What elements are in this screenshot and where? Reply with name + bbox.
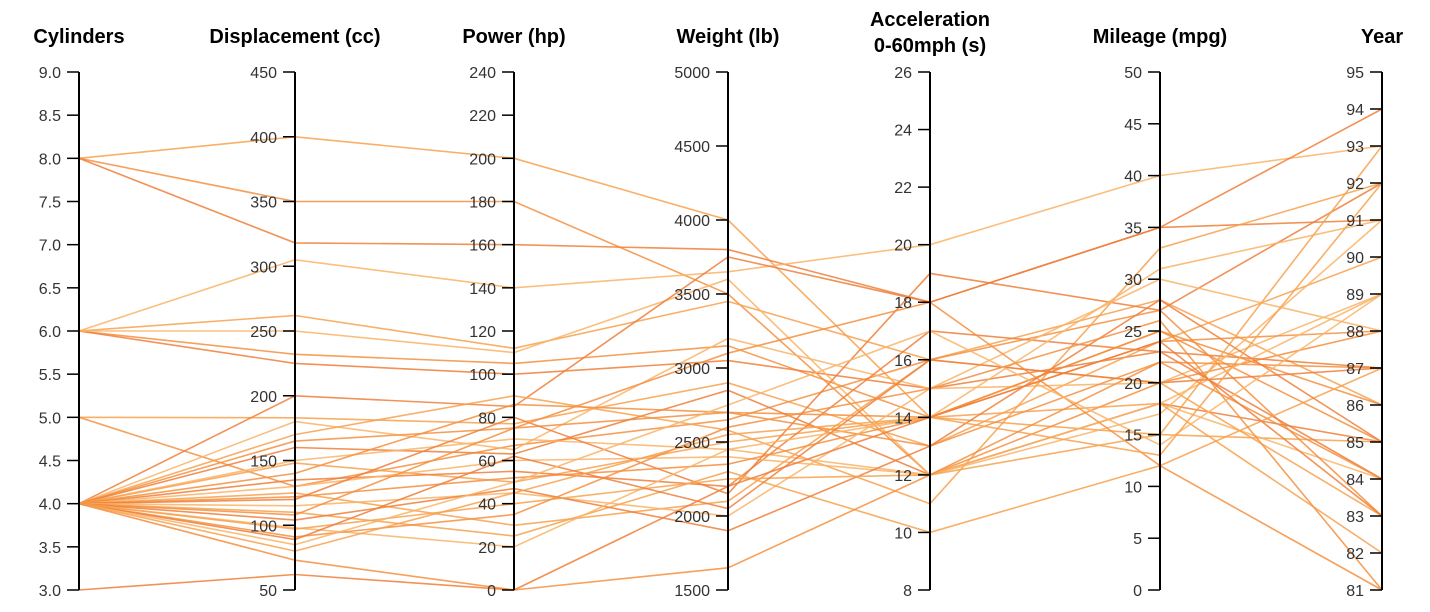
tick-label-wt: 1500 [674,583,710,600]
tick-label-acc: 14 [894,410,912,427]
axis-disp: 50 100 150 200 250 300 350 400 450 Displacement (… [209,26,380,600]
axis-title-acc: 0-60mph (s) [874,35,986,57]
tick-label-cyl: 7.0 [39,238,61,255]
data-line-6 [78,330,1383,443]
tick-label-cyl: 3.0 [39,583,61,600]
tick-label-mpg: 30 [1124,272,1142,289]
tick-label-year: 91 [1346,213,1364,230]
tick-label-acc: 12 [894,468,912,485]
tick-label-acc: 20 [894,238,912,255]
tick-label-year: 88 [1346,324,1364,341]
tick-label-year: 85 [1346,435,1364,452]
axis-title-wt: Weight (lb) [677,26,780,48]
axis-acc: 8 10 12 14 16 18 20 22 24 26 Acceleration 0-60mph (… [870,9,990,600]
tick-label-acc: 18 [894,295,912,312]
tick-label-mpg: 0 [1133,583,1142,600]
tick-label-year: 81 [1346,583,1364,600]
tick-label-acc: 10 [894,525,912,542]
tick-label-year: 82 [1346,546,1364,563]
tick-label-hp: 100 [469,367,496,384]
data-line-4 [78,145,1383,332]
tick-label-hp: 220 [469,108,496,125]
tick-label-hp: 60 [478,454,496,471]
tick-label-acc: 24 [894,123,912,140]
tick-label-cyl: 5.5 [39,367,61,384]
tick-label-year: 95 [1346,65,1364,82]
tick-label-hp: 200 [469,151,496,168]
tick-label-cyl: 4.5 [39,454,61,471]
tick-label-hp: 140 [469,281,496,298]
tick-label-wt: 5000 [674,65,710,82]
tick-label-year: 87 [1346,361,1364,378]
tick-label-cyl: 8.5 [39,108,61,125]
tick-label-mpg: 15 [1124,428,1142,445]
tick-label-cyl: 6.5 [39,281,61,298]
tick-label-hp: 160 [469,238,496,255]
tick-label-mpg: 50 [1124,65,1142,82]
tick-label-hp: 20 [478,540,496,557]
tick-label-cyl: 6.0 [39,324,61,341]
tick-label-hp: 40 [478,497,496,514]
tick-label-acc: 8 [903,583,912,600]
axis-year: 81 82 83 84 85 86 87 88 89 90 91 92 93 94 95 Year [1346,26,1403,600]
tick-label-wt: 4000 [674,213,710,230]
tick-label-hp: 80 [478,410,496,427]
axis-mpg: 0 5 10 15 20 25 30 35 40 45 50 Mileage (mpg) [1093,26,1227,600]
tick-label-cyl: 7.5 [39,195,61,212]
tick-label-wt: 3500 [674,287,710,304]
tick-label-cyl: 3.5 [39,540,61,557]
tick-label-hp: 240 [469,65,496,82]
tick-label-acc: 26 [894,65,912,82]
axis-hp: 0 20 40 60 80 100 120 140 160 180 200 220 240 Power (… [462,26,565,600]
tick-label-mpg: 45 [1124,117,1142,134]
tick-label-mpg: 25 [1124,324,1142,341]
tick-label-acc: 16 [894,353,912,370]
tick-label-wt: 2000 [674,509,710,526]
axis-title-year: Year [1361,26,1403,48]
tick-label-disp: 250 [250,324,277,341]
tick-label-year: 86 [1346,398,1364,415]
tick-label-mpg: 5 [1133,531,1142,548]
tick-label-year: 93 [1346,139,1364,156]
tick-label-cyl: 8.0 [39,151,61,168]
tick-label-year: 83 [1346,509,1364,526]
tick-label-hp: 120 [469,324,496,341]
tick-label-year: 84 [1346,472,1364,489]
tick-label-hp: 180 [469,195,496,212]
tick-label-hp: 0 [487,583,496,600]
tick-label-cyl: 4.0 [39,497,61,514]
tick-label-disp: 100 [250,518,277,535]
tick-label-wt: 3000 [674,361,710,378]
tick-label-year: 94 [1346,102,1364,119]
tick-label-mpg: 40 [1124,169,1142,186]
tick-label-wt: 2500 [674,435,710,452]
tick-label-disp: 200 [250,389,277,406]
tick-label-mpg: 35 [1124,220,1142,237]
axis-title-hp: Power (hp) [462,26,565,48]
axis-title-disp: Displacement (cc) [209,26,380,48]
axis-title-cyl: Cylinders [33,26,124,48]
tick-label-disp: 350 [250,195,277,212]
axis-wt: 1500 2000 2500 3000 3500 4000 4500 5000 Weight (… [674,26,779,600]
tick-label-year: 92 [1346,176,1364,193]
axis-cyl: 3.0 3.5 4.0 4.5 5.0 5.5 6.0 6.5 7.0 7.5 8.0 8.5 9.0 C… [33,26,124,600]
tick-label-mpg: 20 [1124,376,1142,393]
axis-title-mpg: Mileage (mpg) [1093,26,1227,48]
data-line-11 [78,108,1383,505]
tick-label-year: 89 [1346,287,1364,304]
axis-title-acc: Acceleration [870,9,990,31]
tick-label-disp: 50 [259,583,277,600]
tick-label-cyl: 9.0 [39,65,61,82]
tick-label-cyl: 5.0 [39,410,61,427]
tick-label-disp: 150 [250,454,277,471]
tick-label-acc: 22 [894,180,912,197]
tick-label-disp: 400 [250,130,277,147]
tick-label-disp: 300 [250,259,277,276]
tick-label-disp: 450 [250,65,277,82]
tick-label-wt: 4500 [674,139,710,156]
axes: 3.0 3.5 4.0 4.5 5.0 5.5 6.0 6.5 7.0 7.5 8.0 8.5 9.0 C… [33,9,1403,600]
tick-label-mpg: 10 [1124,479,1142,496]
tick-label-year: 90 [1346,250,1364,267]
